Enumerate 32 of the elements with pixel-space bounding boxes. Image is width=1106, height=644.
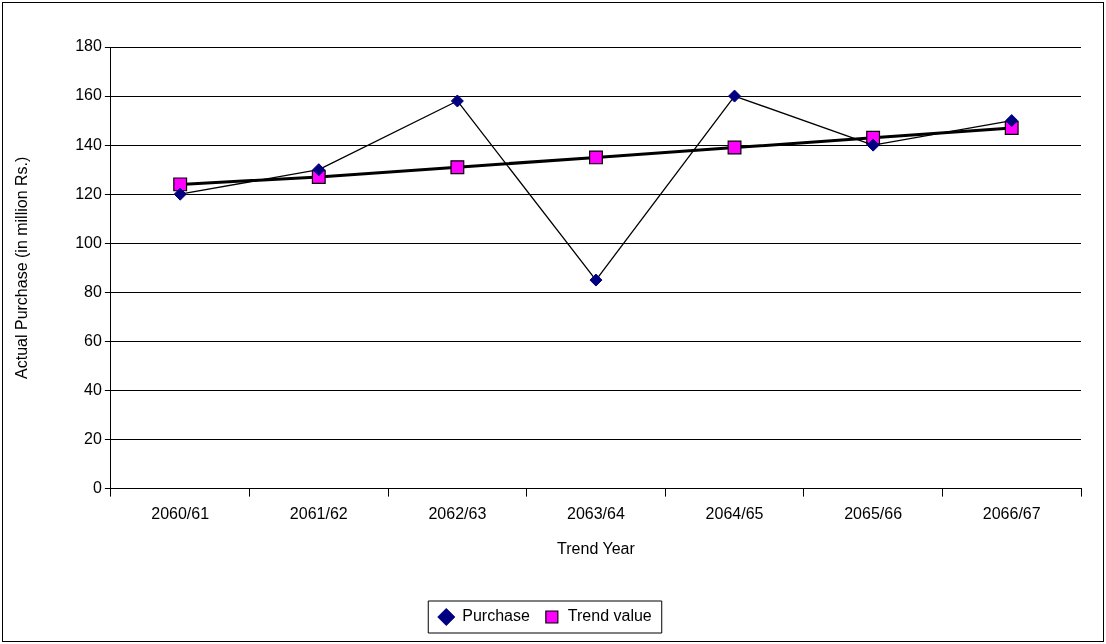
y-tick-label: 40 (84, 380, 102, 398)
y-tick-label: 180 (75, 37, 102, 55)
y-tick-label: 140 (75, 135, 102, 153)
point (1005, 114, 1019, 128)
x-tick-label: 2063/64 (567, 504, 625, 522)
x-tick-label: 2064/65 (705, 504, 764, 522)
x-tick-label: 2062/63 (428, 504, 487, 522)
point (728, 89, 742, 103)
y-tick-label: 20 (84, 429, 102, 447)
y-tick-label: 0 (92, 479, 102, 497)
x-tick-label: 2060/61 (151, 504, 210, 522)
x-tick-label: 2066/67 (982, 504, 1041, 522)
point (450, 94, 464, 108)
y-tick-label: 160 (75, 86, 102, 104)
y-tick-label: 100 (75, 233, 102, 251)
point (173, 187, 187, 201)
point (727, 140, 742, 155)
x-axis-title: Trend Year (557, 539, 636, 557)
y-tick-label: 120 (75, 184, 102, 202)
y-tick-label: 60 (84, 331, 102, 349)
point (588, 150, 603, 165)
y-axis-title: Actual Purchase (in million Rs.) (13, 156, 31, 379)
x-tick-label: 2061/62 (289, 504, 348, 522)
point (173, 177, 188, 192)
legend-label: Purchase (462, 607, 530, 625)
point (450, 160, 465, 175)
y-tick-label: 80 (84, 282, 102, 300)
legend-label: Trend value (567, 607, 652, 625)
point (312, 163, 326, 177)
x-tick-label: 2065/66 (844, 504, 903, 522)
point (589, 273, 603, 287)
point (866, 138, 880, 152)
